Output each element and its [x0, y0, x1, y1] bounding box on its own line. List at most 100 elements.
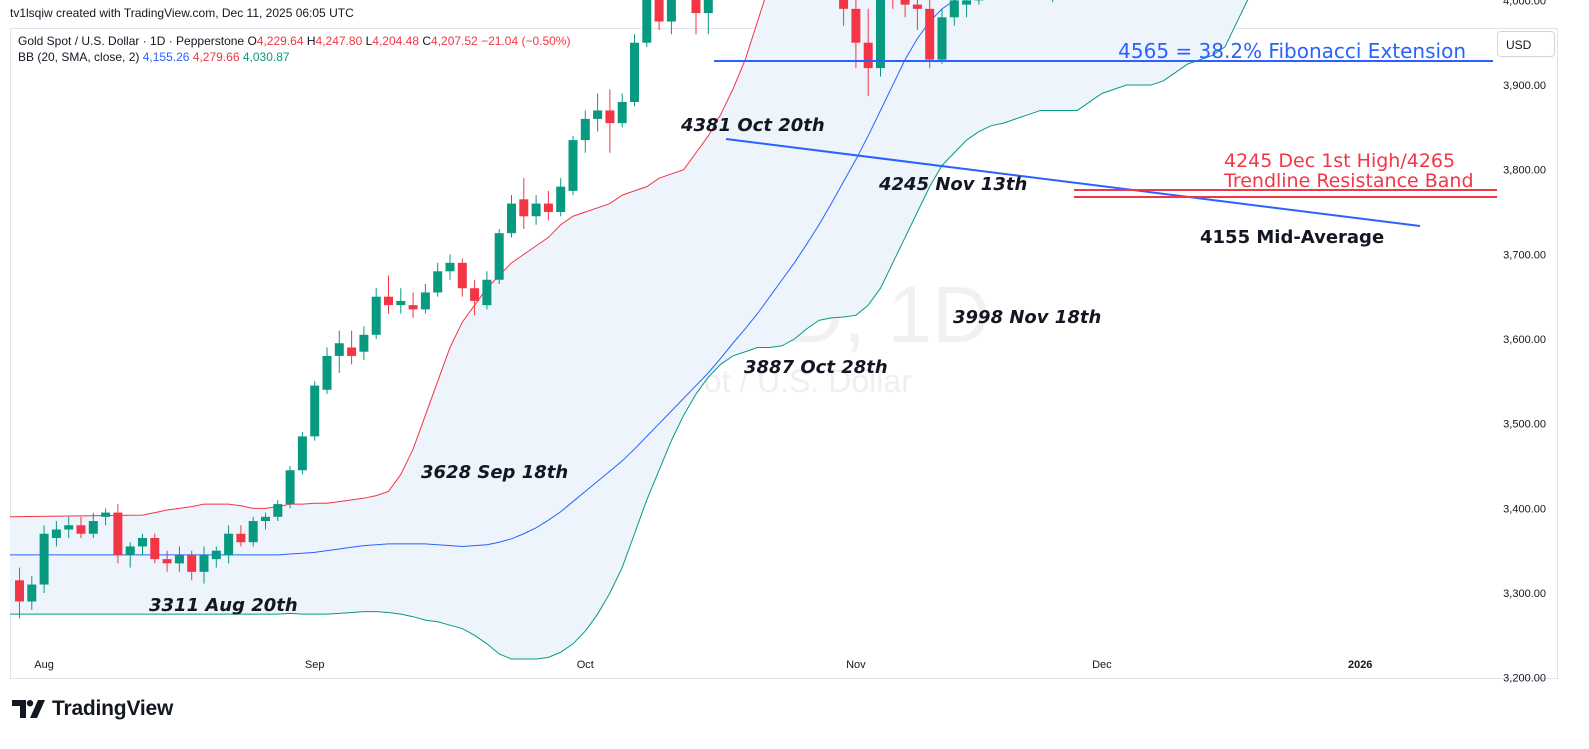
bb-basis-value: 4,155.26 — [142, 50, 190, 64]
candle-body[interactable] — [359, 334, 369, 352]
bb-basis-line[interactable] — [10, 0, 1286, 556]
y-tick-label: 3,200.00 — [1503, 673, 1546, 685]
candle-body[interactable] — [88, 521, 98, 534]
candle-body[interactable] — [199, 554, 209, 572]
candle-body[interactable] — [334, 343, 344, 356]
candle-body[interactable] — [617, 101, 627, 124]
y-tick-label: 3,800.00 — [1503, 165, 1546, 177]
candle-body[interactable] — [433, 271, 443, 293]
candle-body[interactable] — [211, 550, 221, 560]
brand-name: TradingView — [52, 697, 174, 720]
y-tick-label: 3,300.00 — [1503, 588, 1546, 600]
bb-upper-value: 4,279.66 — [192, 50, 240, 64]
candle-body[interactable] — [605, 110, 615, 124]
candle-body[interactable] — [445, 262, 455, 272]
candle-body[interactable] — [138, 537, 147, 547]
candle-body[interactable] — [396, 300, 406, 306]
candle-body[interactable] — [482, 279, 492, 306]
candle-body[interactable] — [507, 203, 516, 234]
candle-body[interactable] — [51, 529, 61, 538]
candle-body[interactable] — [273, 504, 283, 517]
bb-upper-line[interactable] — [9, 0, 1286, 518]
x-tick-label: Aug — [34, 659, 54, 671]
symbol-title[interactable]: Gold Spot / U.S. Dollar · 1D · Peppersto… — [18, 34, 245, 48]
candle-body[interactable] — [27, 584, 37, 602]
candle-body[interactable] — [851, 8, 861, 43]
candle-body[interactable] — [76, 525, 86, 534]
x-tick-label: 2026 — [1348, 659, 1372, 671]
candle-body[interactable] — [568, 140, 578, 191]
candle-body[interactable] — [113, 512, 123, 555]
currency-button[interactable]: USD — [1497, 31, 1555, 57]
candle-body[interactable] — [912, 4, 922, 9]
candle-body[interactable] — [125, 546, 135, 555]
candle-body[interactable] — [900, 0, 910, 5]
candle-body[interactable] — [703, 0, 713, 14]
candle-body[interactable] — [150, 537, 160, 560]
candle-body[interactable] — [224, 533, 234, 555]
descending-trendline[interactable] — [725, 138, 1421, 227]
candle-body[interactable] — [15, 580, 24, 602]
candle-body[interactable] — [580, 118, 590, 141]
candle-body[interactable] — [261, 516, 270, 522]
close-label: C — [422, 34, 432, 48]
candle-body[interactable] — [310, 385, 320, 437]
candle-body[interactable] — [420, 292, 430, 310]
candle-body[interactable] — [949, 0, 959, 18]
candle-body[interactable] — [347, 347, 357, 356]
high-label: H — [306, 34, 316, 48]
candle-body[interactable] — [371, 296, 381, 335]
sep18-label: 3628 Sep 18th — [421, 462, 568, 483]
bb-lower-line[interactable] — [10, 0, 1286, 660]
candle-body[interactable] — [863, 42, 873, 69]
candle-body[interactable] — [937, 17, 947, 60]
oct20-label: 4381 Oct 20th — [680, 115, 825, 136]
candle-body[interactable] — [457, 262, 467, 289]
candle-body[interactable] — [297, 436, 307, 471]
y-tick-label: 4,000.00 — [1503, 0, 1546, 7]
candle-body[interactable] — [384, 296, 393, 306]
x-tick-label: Dec — [1092, 659, 1112, 671]
candle-body[interactable] — [248, 521, 258, 543]
candle-body[interactable] — [962, 0, 972, 5]
candle-body[interactable] — [174, 554, 184, 564]
candle-body[interactable] — [101, 512, 111, 517]
candle-body[interactable] — [691, 0, 701, 14]
y-tick-label: 3,400.00 — [1503, 503, 1546, 515]
candle-body[interactable] — [642, 0, 652, 43]
nov18-label: 3998 Nov 18th — [953, 307, 1101, 328]
candle-body[interactable] — [470, 288, 480, 301]
nov13-label: 4245 Nov 13th — [878, 174, 1027, 195]
y-tick-label: 3,600.00 — [1503, 334, 1546, 346]
bb-lower-value: 4,030.87 — [242, 50, 290, 64]
tradingview-brand[interactable]: TradingView — [12, 697, 173, 721]
candle-body[interactable] — [654, 0, 664, 22]
candle-body[interactable] — [39, 533, 49, 585]
candle-body[interactable] — [322, 355, 332, 390]
candle-body[interactable] — [64, 525, 74, 530]
candle-body[interactable] — [162, 559, 172, 564]
candle-body[interactable] — [494, 233, 504, 280]
candle-body[interactable] — [187, 554, 197, 572]
candle-body[interactable] — [839, 0, 849, 9]
candle-body[interactable] — [593, 110, 603, 119]
candle-body[interactable] — [556, 186, 566, 213]
candle-body[interactable] — [236, 533, 246, 543]
candle-body[interactable] — [876, 0, 885, 69]
candle-body[interactable] — [925, 8, 935, 60]
y-tick-label: 3,700.00 — [1503, 249, 1546, 261]
bb-label[interactable]: BB (20, SMA, close, 2) — [18, 50, 140, 64]
x-tick-label: Nov — [846, 659, 866, 671]
candle-body[interactable] — [666, 0, 676, 22]
x-tick-label: Sep — [305, 659, 325, 671]
candle-body[interactable] — [543, 203, 553, 213]
change-value: −21.04 (−0.50%) — [481, 34, 571, 48]
candle-body[interactable] — [285, 470, 295, 505]
candle-body[interactable] — [531, 203, 541, 217]
candle-body[interactable] — [519, 199, 529, 217]
bb-legend[interactable]: BB (20, SMA, close, 2) 4,155.26 4,279.66… — [18, 50, 290, 64]
candle-body[interactable] — [408, 305, 418, 310]
candle-body[interactable] — [630, 42, 639, 102]
symbol-legend[interactable]: Gold Spot / U.S. Dollar · 1D · Peppersto… — [18, 34, 570, 48]
